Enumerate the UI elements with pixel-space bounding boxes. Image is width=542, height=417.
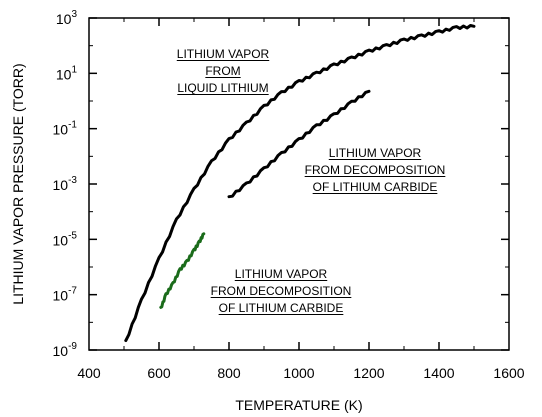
y-tick-label: 103 <box>56 9 78 27</box>
x-axis-label: TEMPERATURE (K) <box>235 397 362 413</box>
annotation-line: OF LITHIUM CARBIDE <box>313 180 438 194</box>
annotation-2: LITHIUM VAPOR FROM DECOMPOSITION OF LITHIU… <box>304 146 446 194</box>
series-line-carbide_high <box>227 89 371 199</box>
y-tick-label: 10-7 <box>53 286 78 304</box>
x-tick-label: 1000 <box>283 365 314 381</box>
y-tick-label: 101 <box>56 64 78 82</box>
x-tick-label: 600 <box>147 365 171 381</box>
annotation-3: LITHIUM VAPOR FROM DECOMPOSITION OF LITHIU… <box>210 267 352 315</box>
annotation-line: FROM DECOMPOSITION <box>305 163 446 177</box>
series-line-carbide_low <box>159 232 206 309</box>
x-tick-label: 1400 <box>423 365 454 381</box>
annotation-line: FROM <box>205 64 240 78</box>
x-tick-label: 1200 <box>353 365 384 381</box>
x-tick-label: 400 <box>77 365 101 381</box>
annotation-line: LITHIUM VAPOR <box>177 47 270 61</box>
series-layer <box>124 24 476 343</box>
x-tick-label: 1600 <box>493 365 524 381</box>
annotation-line: OF LITHIUM CARBIDE <box>219 301 344 315</box>
y-tick-label: 10-5 <box>53 230 78 248</box>
y-tick-label: 10-1 <box>53 120 78 138</box>
annotation-line: LIQUID LITHIUM <box>177 81 268 95</box>
annotation-line: LITHIUM VAPOR <box>329 146 422 160</box>
series-line-liquid <box>124 24 476 343</box>
annotation-line: FROM DECOMPOSITION <box>211 284 352 298</box>
y-axis-ticks: 103 101 10-1 10-3 10-5 10-7 10-9 <box>53 9 509 359</box>
y-tick-label: 10-9 <box>53 341 78 359</box>
y-tick-label: 10-3 <box>53 175 78 193</box>
x-tick-label: 800 <box>217 365 241 381</box>
annotation-line: LITHIUM VAPOR <box>235 267 328 281</box>
annotation-1: LITHIUM VAPOR FROM LIQUID LITHIUM <box>176 47 270 95</box>
x-axis-ticks: 400 600 800 1000 1200 1400 1600 <box>77 18 525 381</box>
y-axis-label: LITHIUM VAPOR PRESSURE (TORR) <box>10 63 26 304</box>
